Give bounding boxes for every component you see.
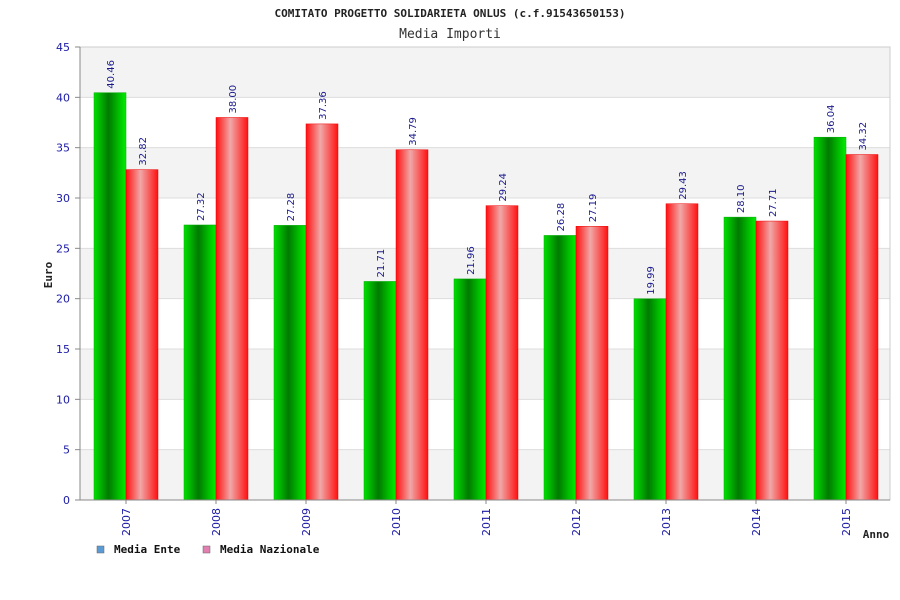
y-tick-label: 35	[56, 142, 70, 155]
y-tick-label: 30	[56, 192, 70, 205]
data-label: 21.71	[376, 249, 387, 278]
bar-media-ente-2013	[633, 298, 667, 501]
bar-media-nazionale-2011	[485, 205, 519, 501]
bar-media-ente-2008	[183, 224, 217, 501]
data-label: 26.28	[556, 203, 567, 232]
grid-band	[80, 47, 890, 98]
data-label: 38.00	[228, 85, 239, 114]
grid-band	[80, 147, 890, 198]
x-tick-label: 2012	[570, 508, 583, 536]
x-tick-label: 2008	[210, 508, 223, 536]
data-label: 29.43	[678, 171, 689, 200]
data-label: 34.79	[408, 117, 419, 146]
y-tick-label: 40	[56, 91, 70, 104]
bars	[93, 92, 879, 501]
bar-media-nazionale-2013	[665, 203, 699, 501]
legend: Media Ente Media Nazionale	[96, 543, 320, 556]
y-tick-label: 45	[56, 41, 70, 54]
data-label: 27.19	[588, 194, 599, 223]
x-axis-ticks: 2007 2008 2009 2010 2011 2012 2013 2014 2015	[120, 500, 853, 536]
legend-swatch-media-nazionale	[202, 545, 211, 554]
data-label: 27.32	[196, 192, 207, 221]
y-axis-ticks: 0 5 10 15 20 25 30 35 40 45	[56, 41, 80, 507]
y-tick-label: 0	[63, 494, 70, 507]
x-tick-label: 2013	[660, 508, 673, 536]
data-label: 32.82	[138, 137, 149, 166]
bar-media-ente-2012	[543, 235, 577, 501]
axes	[79, 46, 891, 501]
x-tick-label: 2010	[390, 508, 403, 536]
data-label: 28.10	[736, 184, 747, 213]
y-tick-label: 20	[56, 293, 70, 306]
x-tick-label: 2015	[840, 508, 853, 536]
y-tick-label: 25	[56, 242, 70, 255]
legend-swatch-media-ente	[96, 545, 105, 554]
data-label: 29.24	[498, 173, 509, 202]
legend-label-media-nazionale: Media Nazionale	[220, 543, 320, 556]
y-axis-label: Euro	[42, 261, 55, 288]
bar-media-ente-2007	[93, 92, 127, 501]
bar-media-nazionale-2009	[305, 123, 339, 501]
x-tick-label: 2011	[480, 508, 493, 536]
y-tick-label: 5	[63, 444, 70, 457]
legend-label-media-ente: Media Ente	[114, 543, 181, 556]
data-label: 27.71	[768, 188, 779, 217]
bar-media-nazionale-2015	[845, 154, 879, 501]
y-tick-label: 10	[56, 393, 70, 406]
chart-subtitle: Media Importi	[399, 27, 501, 42]
data-labels: 40.46 32.82 27.32 38.00 27.28 37.36 21.71 34.79…	[106, 60, 869, 295]
data-label: 21.96	[466, 246, 477, 275]
bar-media-nazionale-2014	[755, 220, 789, 501]
bar-media-nazionale-2010	[395, 149, 429, 501]
bar-media-ente-2015	[813, 136, 847, 501]
x-tick-label: 2009	[300, 508, 313, 536]
bar-media-ente-2011	[453, 278, 487, 501]
data-label: 27.28	[286, 193, 297, 222]
data-label: 36.04	[826, 105, 837, 134]
y-tick-label: 15	[56, 343, 70, 356]
x-axis-label: Anno	[863, 528, 890, 541]
bar-media-ente-2010	[363, 281, 397, 501]
data-label: 40.46	[106, 60, 117, 89]
x-tick-label: 2014	[750, 508, 763, 536]
data-label: 34.32	[858, 122, 869, 151]
data-label: 37.36	[318, 91, 329, 120]
data-label: 19.99	[646, 266, 657, 295]
chart-title: COMITATO PROGETTO SOLIDARIETA ONLUS (c.f…	[275, 7, 626, 20]
bar-media-ente-2009	[273, 225, 307, 501]
bar-media-ente-2014	[723, 216, 757, 501]
bar-media-nazionale-2008	[215, 117, 249, 501]
bar-media-nazionale-2007	[125, 169, 159, 501]
x-tick-label: 2007	[120, 508, 133, 536]
bar-media-nazionale-2012	[575, 226, 609, 501]
